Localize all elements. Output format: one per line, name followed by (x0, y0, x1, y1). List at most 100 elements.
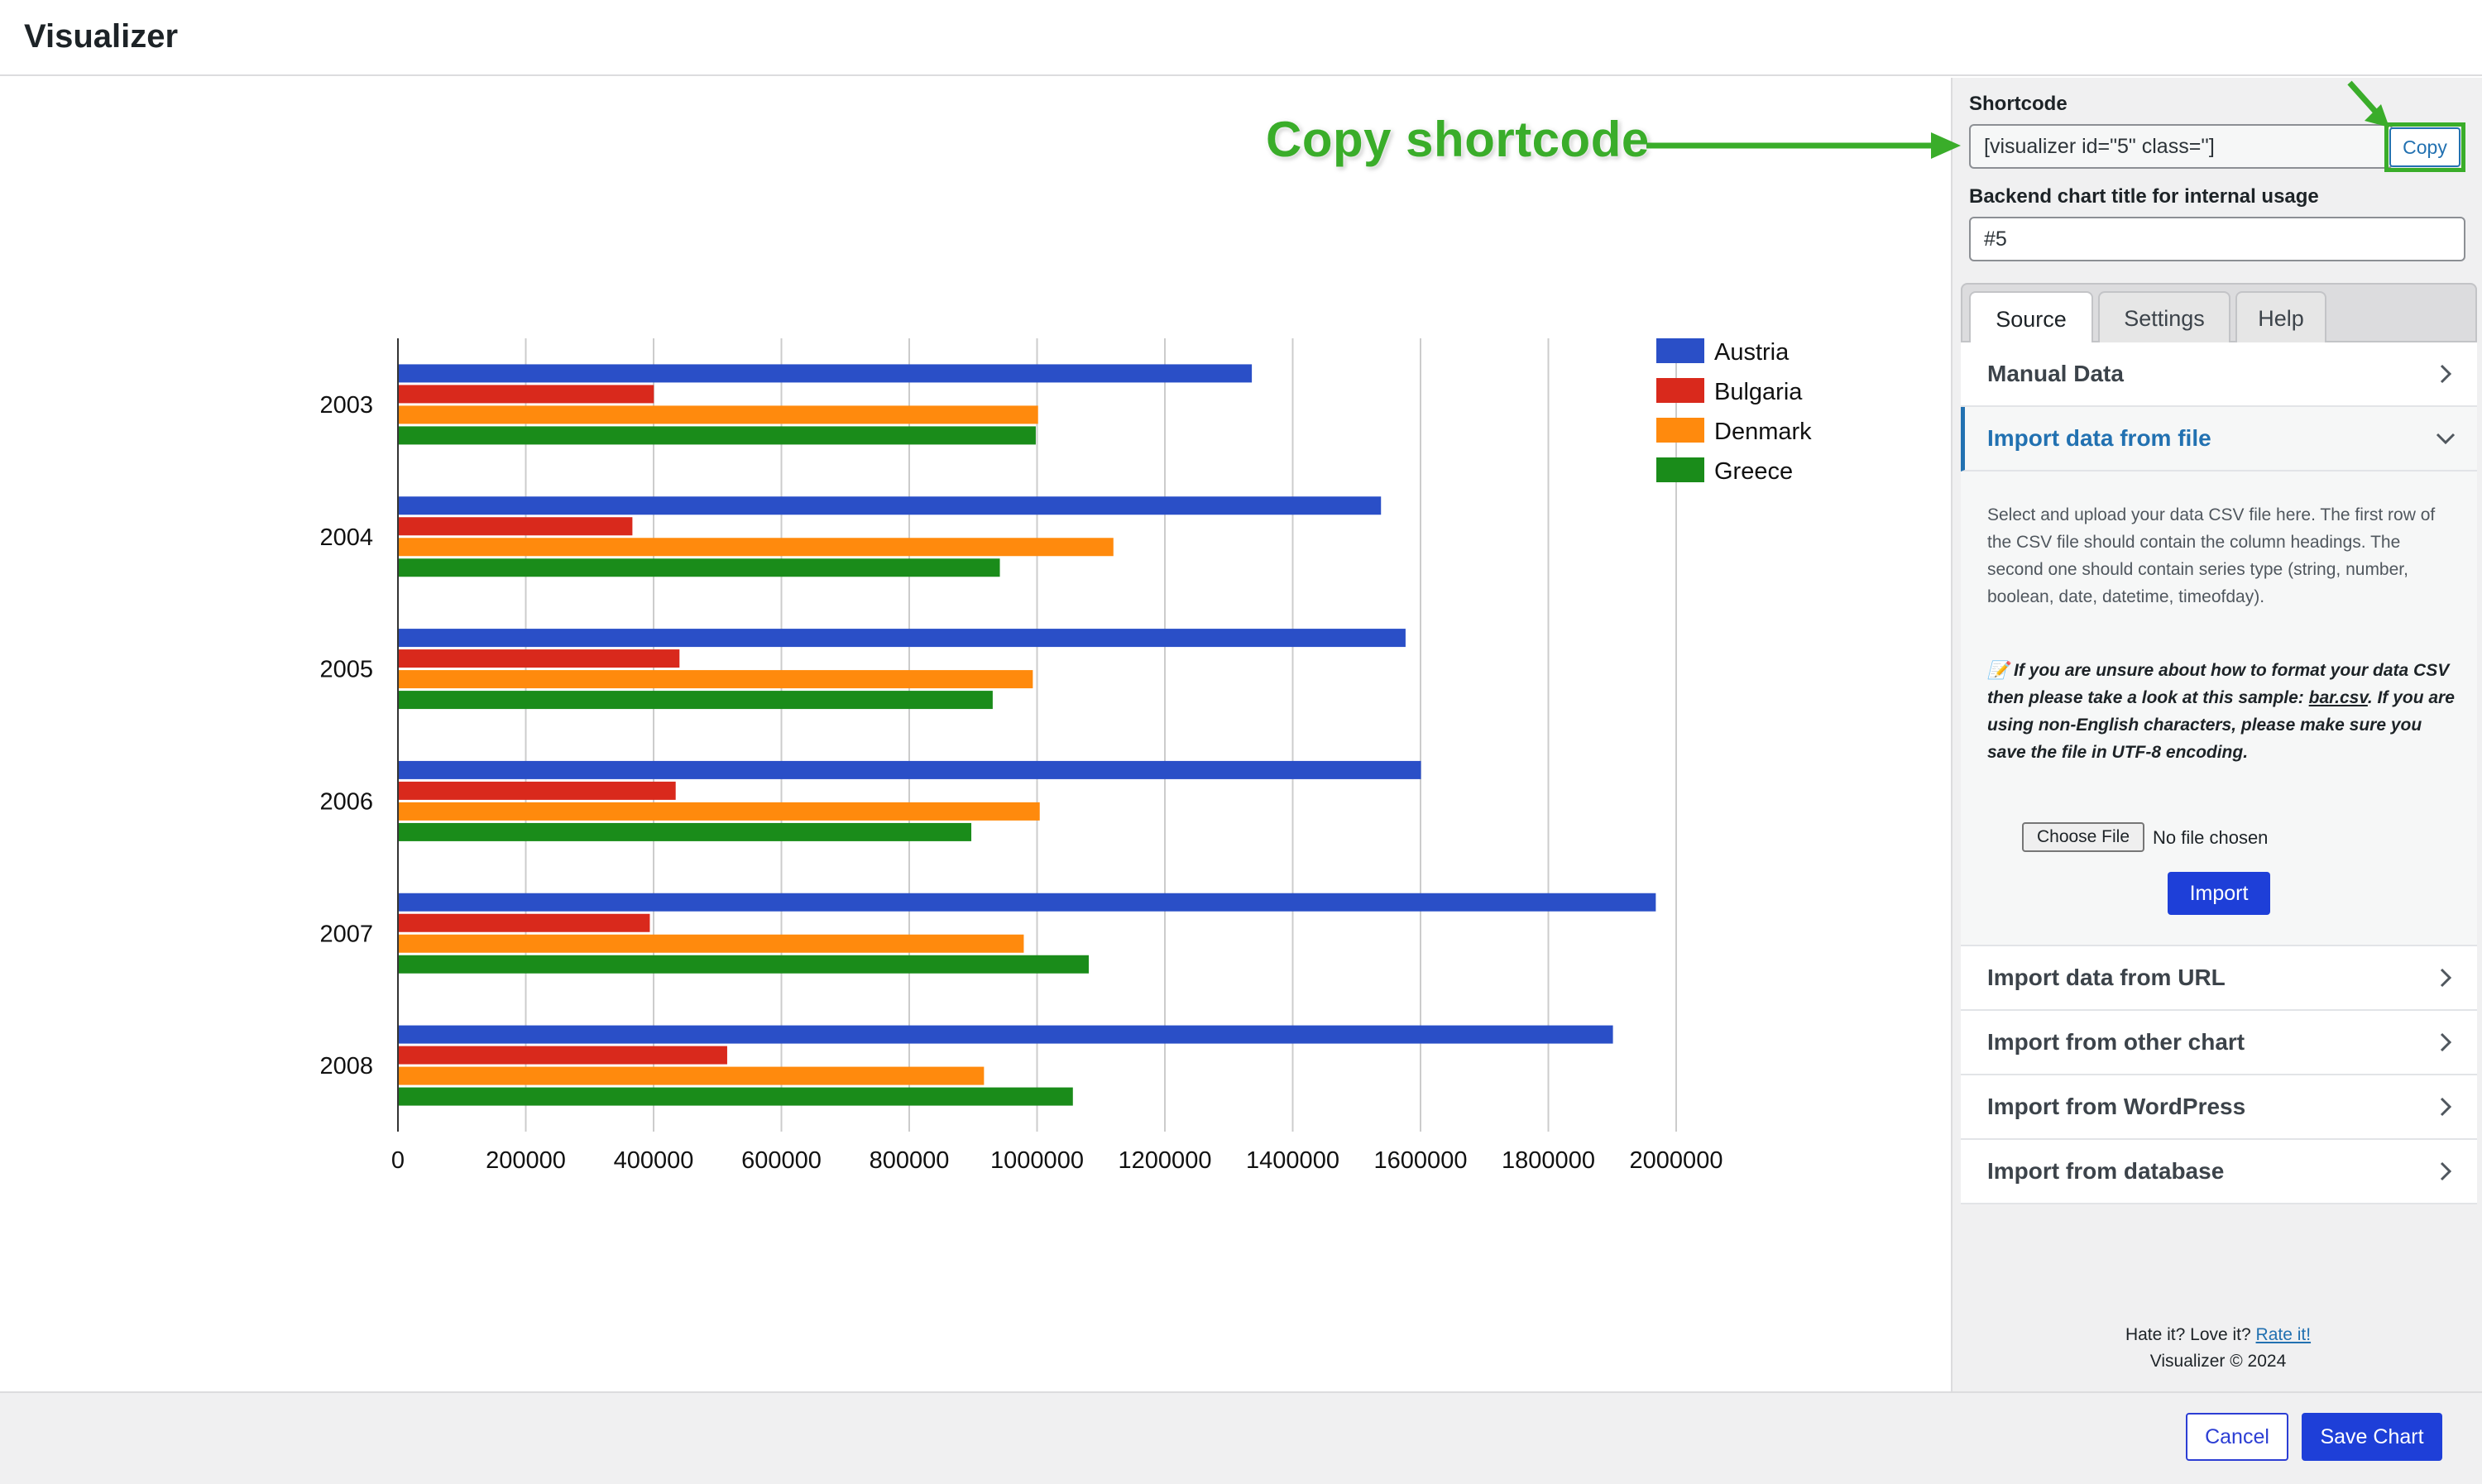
footer-prefix: Hate it? Love it? (2125, 1325, 2256, 1344)
legend-label: Denmark (1714, 419, 1812, 445)
bar-bulgaria-2004 (398, 517, 633, 536)
chevron-down-icon (2436, 433, 2456, 445)
page-title: Visualizer (24, 18, 179, 55)
bar-greece-2008 (398, 1087, 1073, 1106)
note-text-1: If you are unsure about how to format yo… (1987, 661, 2450, 707)
callout-label: Copy shortcode (1266, 112, 1650, 167)
bottom-bar: Cancel Save Chart (0, 1391, 2482, 1484)
accordion-label: Manual Data (1987, 361, 2124, 386)
x-tick-label: 1600000 (1374, 1147, 1468, 1174)
x-tick-label: 1800000 (1502, 1147, 1595, 1174)
bar-austria-2006 (398, 760, 1421, 779)
bar-austria-2007 (398, 893, 1656, 912)
bar-austria-2008 (398, 1025, 1613, 1044)
shortcode-input[interactable]: [visualizer id="5" class=''] (1969, 124, 2393, 169)
accordion-import-other-chart[interactable]: Import from other chart (1961, 1011, 2477, 1075)
bar-bulgaria-2007 (398, 913, 650, 932)
y-category-label: 2007 (319, 921, 373, 947)
chevron-right-icon (2440, 364, 2452, 384)
y-category-label: 2006 (319, 788, 373, 815)
accordion-label: Import data from URL (1987, 965, 2226, 990)
bar-greece-2007 (398, 955, 1089, 974)
bar-greece-2005 (398, 691, 993, 710)
x-tick-label: 1200000 (1119, 1147, 1212, 1174)
shortcode-label: Shortcode (1969, 93, 2068, 115)
bar-denmark-2003 (398, 405, 1038, 424)
save-chart-button[interactable]: Save Chart (2302, 1413, 2442, 1461)
accordion-import-file[interactable]: Import data from file (1961, 407, 2477, 472)
x-tick-label: 400000 (614, 1147, 694, 1174)
bar-bulgaria-2003 (398, 385, 654, 404)
accordion-manual-data[interactable]: Manual Data (1961, 342, 2477, 407)
source-accordion: Manual Data Import data from file Select… (1961, 342, 2477, 1204)
y-category-label: 2008 (319, 1053, 373, 1079)
x-tick-label: 1000000 (990, 1147, 1084, 1174)
bar-denmark-2004 (398, 538, 1114, 557)
note-icon: 📝 (1987, 661, 2010, 680)
bar-austria-2003 (398, 364, 1253, 383)
bar-bulgaria-2005 (398, 649, 680, 668)
tab-source[interactable]: Source (1969, 291, 2093, 346)
bar-bulgaria-2006 (398, 781, 676, 800)
x-tick-label: 600000 (741, 1147, 822, 1174)
legend-swatch (1656, 457, 1704, 482)
import-button[interactable]: Import (2168, 872, 2270, 915)
tab-help[interactable]: Help (2235, 291, 2326, 344)
x-tick-label: 200000 (486, 1147, 566, 1174)
accordion-label: Import from other chart (1987, 1029, 2245, 1055)
import-description: Select and upload your data CSV file her… (1987, 505, 2436, 606)
legend-swatch (1656, 378, 1704, 403)
legend-label: Austria (1714, 339, 1790, 366)
title-label: Backend chart title for internal usage (1969, 185, 2319, 208)
bar-chart: 0 200000 400000 600000 800000 1000000 1200000 1… (319, 338, 1812, 1174)
cancel-button[interactable]: Cancel (2186, 1413, 2288, 1461)
legend-swatch (1656, 418, 1704, 443)
x-tick-label: 1400000 (1246, 1147, 1339, 1174)
accordion-import-database[interactable]: Import from database (1961, 1140, 2477, 1204)
bar-csv-link[interactable]: bar.csv (2308, 688, 2368, 707)
accordion-import-url[interactable]: Import data from URL (1961, 946, 2477, 1011)
legend-swatch (1656, 338, 1704, 363)
chevron-right-icon (2440, 1161, 2452, 1181)
tab-settings[interactable]: Settings (2098, 291, 2230, 344)
choose-file-button[interactable]: Choose File (2022, 822, 2144, 852)
sidebar: Shortcode [visualizer id="5" class=''] C… (1951, 78, 2482, 1391)
accordion-label: Import from WordPress (1987, 1094, 2246, 1119)
accordion-import-wordpress[interactable]: Import from WordPress (1961, 1075, 2477, 1140)
tabs-bar: Source Settings Help (1961, 283, 2477, 346)
bar-bulgaria-2008 (398, 1046, 727, 1065)
bar-denmark-2005 (398, 670, 1033, 689)
bar-denmark-2008 (398, 1066, 985, 1085)
copy-button[interactable]: Copy (2389, 127, 2460, 167)
bar-greece-2004 (398, 558, 1000, 577)
note-text-2: . If you are using non-English character… (1987, 688, 2455, 762)
legend-label: Greece (1714, 458, 1793, 485)
y-category-label: 2003 (319, 392, 373, 419)
x-tick-label: 800000 (870, 1147, 950, 1174)
legend-label: Bulgaria (1714, 379, 1803, 405)
chevron-right-icon (2440, 1097, 2452, 1117)
bar-greece-2003 (398, 426, 1036, 445)
no-file-status: No file chosen (2153, 827, 2269, 848)
bar-austria-2004 (398, 496, 1382, 515)
rate-it-link[interactable]: Rate it! (2255, 1325, 2312, 1344)
footer-rate-line: Hate it? Love it? Rate it! (1953, 1325, 2482, 1345)
bar-denmark-2006 (398, 802, 1040, 821)
chevron-right-icon (2440, 1032, 2452, 1052)
bar-austria-2005 (398, 629, 1406, 648)
bar-greece-2006 (398, 822, 972, 841)
chart-title-input[interactable]: #5 (1969, 217, 2465, 261)
header: Visualizer (0, 0, 2482, 76)
chart-preview: 0 200000 400000 600000 800000 1000000 1200000 1… (0, 78, 1951, 1391)
chevron-right-icon (2440, 968, 2452, 988)
y-category-label: 2005 (319, 657, 373, 683)
x-tick-label: 2000000 (1630, 1147, 1723, 1174)
bar-denmark-2007 (398, 934, 1024, 953)
x-tick-label: 0 (391, 1147, 405, 1174)
accordion-label: Import data from file (1987, 425, 2211, 451)
import-note: 📝 If you are unsure about how to format … (1987, 657, 2460, 766)
import-file-panel: Select and upload your data CSV file her… (1961, 472, 2477, 946)
y-category-label: 2004 (319, 524, 373, 551)
copy-highlight-box (2384, 122, 2465, 172)
